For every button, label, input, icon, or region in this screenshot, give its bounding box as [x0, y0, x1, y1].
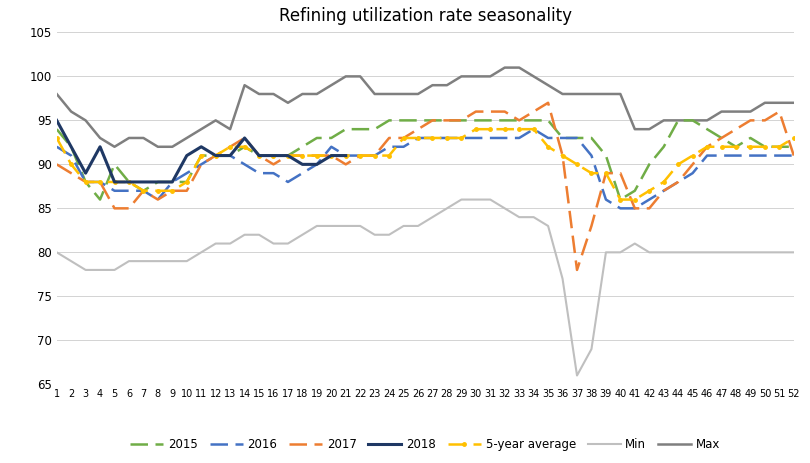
Max	[457, 74, 467, 79]
5-year average	[471, 126, 480, 132]
Min	[399, 223, 408, 229]
2016	[616, 206, 625, 211]
5-year average	[442, 135, 452, 141]
Min	[514, 214, 524, 220]
2018	[124, 179, 134, 185]
2018	[81, 170, 91, 176]
2018	[153, 179, 163, 185]
Max	[413, 91, 423, 97]
Min	[572, 373, 582, 378]
5-year average	[514, 126, 524, 132]
2017	[572, 267, 582, 273]
2018	[225, 153, 235, 158]
2018	[326, 153, 336, 158]
5-year average	[312, 153, 322, 158]
5-year average	[616, 197, 625, 202]
2016	[109, 188, 119, 194]
2016	[789, 153, 799, 158]
2018	[168, 179, 177, 185]
Max	[124, 135, 134, 141]
Line: Max: Max	[57, 68, 794, 147]
2017	[312, 153, 322, 158]
Line: 2017: 2017	[57, 103, 794, 270]
Max	[789, 100, 799, 106]
2018	[66, 144, 76, 150]
Min	[789, 250, 799, 255]
2016	[529, 126, 539, 132]
2018	[269, 153, 279, 158]
2017	[399, 135, 408, 141]
2015	[428, 118, 437, 123]
2017	[544, 100, 553, 106]
Min	[457, 197, 467, 202]
2016	[52, 144, 62, 150]
2015	[558, 135, 568, 141]
5-year average	[789, 135, 799, 141]
Max	[529, 74, 539, 79]
Line: 2016: 2016	[57, 129, 794, 208]
2018	[196, 144, 206, 150]
2015	[529, 118, 539, 123]
2017	[529, 109, 539, 114]
2018	[109, 179, 119, 185]
2017	[500, 109, 509, 114]
Min	[442, 206, 452, 211]
2018	[182, 153, 192, 158]
2015	[471, 118, 480, 123]
2018	[211, 153, 220, 158]
Min	[544, 223, 553, 229]
Line: 2015: 2015	[57, 120, 794, 200]
5-year average	[109, 179, 119, 185]
2016	[312, 162, 322, 167]
Max	[558, 91, 568, 97]
2015	[52, 126, 62, 132]
2018	[283, 153, 292, 158]
Title: Refining utilization rate seasonality: Refining utilization rate seasonality	[279, 7, 572, 25]
2018	[254, 153, 264, 158]
2018	[341, 153, 351, 158]
2015	[384, 118, 394, 123]
2015	[96, 197, 105, 202]
Max	[326, 82, 336, 88]
Line: Min: Min	[57, 200, 794, 375]
Max	[500, 65, 509, 70]
2018	[96, 144, 105, 150]
2017	[52, 162, 62, 167]
Max	[109, 144, 119, 150]
2018	[297, 162, 307, 167]
Max	[52, 91, 62, 97]
2018	[52, 118, 62, 123]
2017	[109, 206, 119, 211]
2018	[240, 135, 249, 141]
2016	[500, 135, 509, 141]
2016	[399, 144, 408, 150]
5-year average	[52, 135, 62, 141]
2017	[789, 153, 799, 158]
2016	[442, 135, 452, 141]
Legend: 2015, 2016, 2017, 2018, 5-year average, Min, Max: 2015, 2016, 2017, 2018, 5-year average, …	[126, 433, 725, 456]
Min	[109, 267, 119, 273]
5-year average	[399, 135, 408, 141]
2015	[124, 179, 134, 185]
2015	[789, 144, 799, 150]
2016	[544, 135, 553, 141]
2015	[326, 135, 336, 141]
Min	[52, 250, 62, 255]
Min	[312, 223, 322, 229]
Line: 2018: 2018	[57, 120, 346, 182]
2018	[312, 162, 322, 167]
5-year average	[544, 144, 553, 150]
2017	[442, 118, 452, 123]
Line: 5-year average: 5-year average	[55, 127, 795, 201]
2018	[139, 179, 148, 185]
